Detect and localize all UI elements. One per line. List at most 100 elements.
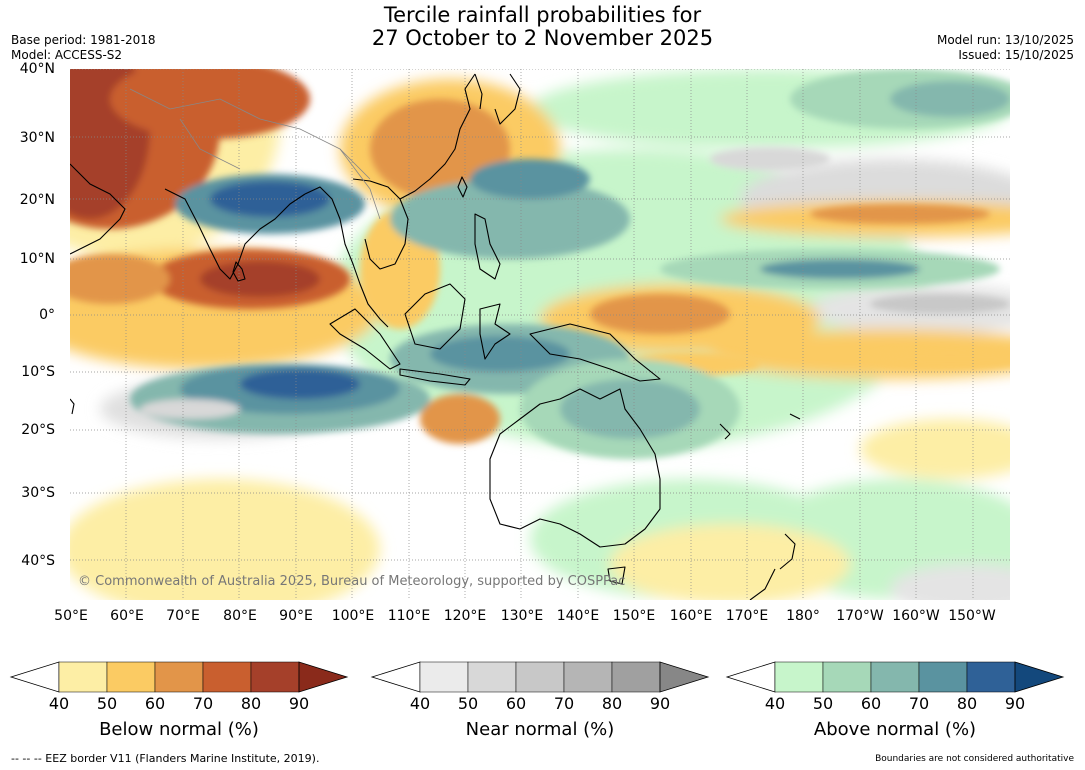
boundaries-disclaimer: Boundaries are not considered authoritat…: [875, 754, 1074, 764]
sulawesi-coast: [479, 303, 511, 360]
near-tick-60: 60: [505, 694, 527, 713]
china-coast: [399, 73, 476, 200]
sri-lanka-coast: [232, 261, 246, 282]
below-swatch-60-70: [154, 661, 204, 693]
eez-legend: -- -- -- EEZ border V11 (Flanders Marine…: [11, 752, 320, 765]
india-coast: [164, 188, 306, 280]
colorbar-near-normal: [370, 661, 710, 693]
above-swatch-40-50: [774, 661, 824, 693]
above-tick-80: 80: [956, 694, 978, 713]
above-tick-70: 70: [908, 694, 930, 713]
model-label: Model: ACCESS-S2: [11, 48, 123, 62]
malay-peninsula-coast: [304, 186, 389, 328]
above-swatch-under-40: [725, 661, 776, 693]
taiwan-coast: [457, 176, 468, 198]
lon-label-140e: 140°E: [556, 608, 600, 624]
near-tick-70: 70: [553, 694, 575, 713]
lon-label-180: 180°: [786, 608, 820, 624]
title-line-1: Tercile rainfall probabilities for: [383, 3, 702, 27]
above-tick-50: 50: [812, 694, 834, 713]
map-frame: © Commonwealth of Australia 2025, Bureau…: [70, 69, 1010, 600]
below-swatch-under-40: [9, 661, 60, 693]
new-zealand-north-coast: [779, 533, 796, 570]
map-title: Tercile rainfall probabilities for 27 Oc…: [0, 4, 1085, 50]
lon-label-150w: 150°W: [948, 608, 996, 624]
above-tick-90: 90: [1004, 694, 1026, 713]
graticule: [70, 69, 1010, 600]
above-swatch-over-90: [1014, 661, 1065, 693]
lon-label-160e: 160°E: [669, 608, 713, 624]
near-tick-90: 90: [649, 694, 671, 713]
tasmania-coast: [607, 566, 626, 585]
korea-coast: [474, 73, 483, 110]
lat-label-10s: 10°S: [21, 364, 55, 380]
near-normal-title: Near normal (%): [465, 719, 615, 740]
issued-label: Issued: 15/10/2025: [958, 48, 1074, 62]
lat-label-40s: 40°S: [21, 553, 55, 569]
java-coast: [399, 368, 471, 386]
near-swatch-50-60: [467, 661, 517, 693]
title-line-2: 27 October to 2 November 2025: [371, 26, 714, 50]
country-borders: [129, 88, 381, 220]
above-swatch-50-60: [822, 661, 872, 693]
below-tick-60: 60: [144, 694, 166, 713]
above-swatch-70-80: [918, 661, 968, 693]
lon-label-160w: 160°W: [892, 608, 940, 624]
meta-right: Model run: 13/10/2025 Issued: 15/10/2025: [937, 33, 1074, 63]
near-swatch-under-40: [370, 661, 421, 693]
lon-label-150e: 150°E: [612, 608, 656, 624]
below-tick-70: 70: [192, 694, 214, 713]
lon-label-120e: 120°E: [443, 608, 487, 624]
lon-label-60e: 60°E: [110, 608, 144, 624]
lon-label-80e: 80°E: [223, 608, 257, 624]
base-period-label: Base period: 1981-2018: [11, 33, 156, 47]
below-tick-90: 90: [288, 694, 310, 713]
above-tick-60: 60: [860, 694, 882, 713]
colorbars: [9, 661, 1065, 693]
sumatra-coast: [329, 308, 401, 370]
lat-label-10n: 10°N: [19, 251, 55, 267]
near-swatch-80-90: [611, 661, 661, 693]
lat-label-20s: 20°S: [21, 422, 55, 438]
coastlines: [70, 73, 801, 600]
above-tick-40: 40: [764, 694, 786, 713]
near-swatch-70-80: [563, 661, 613, 693]
below-normal-title: Below normal (%): [99, 719, 259, 740]
fiji-coast: [789, 413, 801, 420]
near-tick-50: 50: [457, 694, 479, 713]
near-swatch-60-70: [515, 661, 565, 693]
arabia-coast: [70, 163, 126, 255]
copyright-notice: © Commonwealth of Australia 2025, Bureau…: [78, 574, 625, 589]
below-tick-50: 50: [96, 694, 118, 713]
new-guinea-coast: [529, 323, 661, 382]
below-swatch-50-60: [106, 661, 156, 693]
lon-label-170e: 170°E: [725, 608, 769, 624]
near-tick-40: 40: [409, 694, 431, 713]
colorbar-below-normal: [9, 661, 349, 693]
colorbar-above-normal: [725, 661, 1065, 693]
below-swatch-70-80: [202, 661, 252, 693]
lon-label-130e: 130°E: [500, 608, 544, 624]
somalia-coast: [70, 398, 75, 415]
lat-label-30n: 30°N: [19, 130, 55, 146]
lat-label-30s: 30°S: [21, 485, 55, 501]
near-tick-80: 80: [601, 694, 623, 713]
probability-field: [70, 69, 1010, 600]
below-tick-80: 80: [240, 694, 262, 713]
probability-detail-layer: [70, 69, 1010, 459]
indochina-coast: [352, 178, 409, 270]
tercile-map: © Commonwealth of Australia 2025, Bureau…: [70, 69, 1010, 600]
vanuatu-coast: [719, 423, 731, 440]
borneo-coast: [404, 283, 466, 350]
below-swatch-over-90: [298, 661, 349, 693]
model-run-label: Model run: 13/10/2025: [936, 33, 1074, 47]
japan-coast: [494, 73, 521, 125]
lat-label-20n: 20°N: [19, 192, 55, 208]
lon-label-70e: 70°E: [166, 608, 200, 624]
philippines-coast: [474, 213, 501, 280]
near-swatch-over-90: [659, 661, 710, 693]
lon-label-90e: 90°E: [279, 608, 313, 624]
new-zealand-south-coast: [749, 568, 776, 600]
lat-label-40n: 40°N: [19, 61, 55, 77]
lon-label-100e: 100°E: [331, 608, 375, 624]
